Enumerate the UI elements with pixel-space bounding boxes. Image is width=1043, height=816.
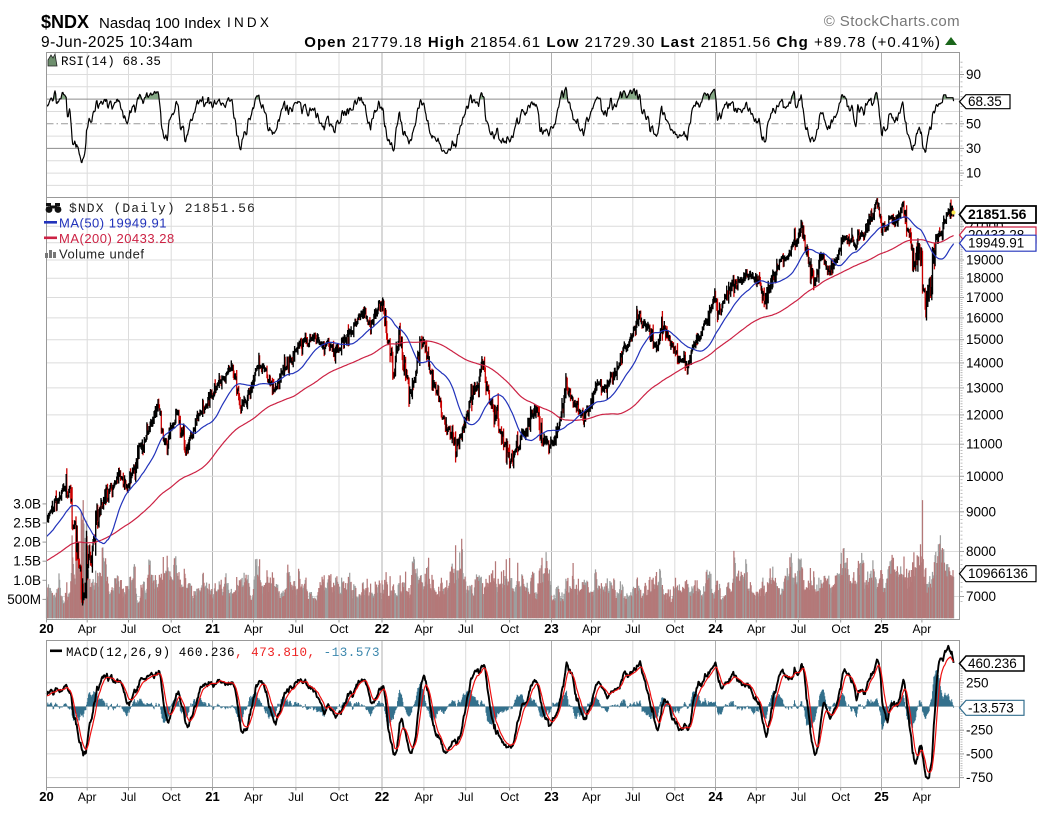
svg-text:Oct: Oct (665, 790, 684, 804)
svg-text:Oct: Oct (831, 790, 850, 804)
svg-text:17000: 17000 (966, 290, 1004, 305)
svg-text:Jul: Jul (625, 622, 640, 636)
svg-text:RSI(14) 68.35: RSI(14) 68.35 (61, 55, 161, 69)
svg-text:10966136: 10966136 (968, 566, 1028, 581)
svg-text:23: 23 (544, 621, 558, 636)
svg-text:24: 24 (708, 789, 723, 804)
svg-text:Jul: Jul (121, 790, 136, 804)
svg-text:10: 10 (966, 166, 981, 181)
svg-text:Jul: Jul (288, 790, 303, 804)
svg-text:Apr: Apr (415, 622, 434, 636)
svg-text:21851.56: 21851.56 (968, 206, 1027, 222)
svg-text:21: 21 (205, 789, 219, 804)
svg-text:$NDX (Daily) 21851.56: $NDX (Daily) 21851.56 (69, 201, 256, 216)
svg-text:Oct: Oct (330, 622, 349, 636)
svg-text:25: 25 (874, 789, 888, 804)
svg-text:50: 50 (966, 116, 981, 131)
svg-text:19949.91: 19949.91 (968, 236, 1024, 251)
svg-text:10000: 10000 (966, 469, 1004, 484)
svg-text:Apr: Apr (244, 790, 263, 804)
svg-text:2.5B: 2.5B (13, 516, 41, 531)
svg-text:Apr: Apr (913, 622, 932, 636)
svg-text:Apr: Apr (747, 622, 766, 636)
svg-text:21: 21 (205, 621, 219, 636)
svg-text:Oct: Oct (330, 790, 349, 804)
svg-text:13000: 13000 (966, 380, 1004, 395)
svg-text:8000: 8000 (966, 544, 996, 559)
svg-text:Apr: Apr (582, 790, 601, 804)
svg-text:-250: -250 (966, 723, 993, 738)
svg-text:Apr: Apr (78, 790, 97, 804)
svg-text:24: 24 (708, 621, 723, 636)
svg-text:12000: 12000 (966, 407, 1004, 422)
svg-text:Oct: Oct (162, 790, 181, 804)
svg-text:14000: 14000 (966, 355, 1004, 370)
svg-text:Oct: Oct (831, 622, 850, 636)
svg-text:25: 25 (874, 621, 888, 636)
svg-text:15000: 15000 (966, 332, 1004, 347)
svg-text:Jul: Jul (121, 622, 136, 636)
svg-text:-750: -750 (966, 770, 993, 785)
svg-text:Apr: Apr (78, 622, 97, 636)
svg-text:30: 30 (966, 141, 981, 156)
svg-text:18000: 18000 (966, 271, 1004, 286)
svg-text:© StockCharts.com: © StockCharts.com (824, 13, 960, 30)
svg-text:1.5B: 1.5B (13, 554, 41, 569)
svg-text:Jul: Jul (625, 790, 640, 804)
svg-text:500M: 500M (7, 592, 41, 607)
svg-text:7000: 7000 (966, 589, 996, 604)
svg-text:9000: 9000 (966, 504, 996, 519)
svg-text:250: 250 (966, 675, 989, 690)
svg-text:19000: 19000 (966, 253, 1004, 268)
svg-text:22: 22 (375, 621, 389, 636)
svg-text:Jul: Jul (458, 622, 473, 636)
svg-text:460.236: 460.236 (968, 656, 1017, 671)
svg-text:9-Jun-2025 10:34am: 9-Jun-2025 10:34am (41, 34, 193, 51)
svg-text:Jul: Jul (288, 622, 303, 636)
svg-text:-500: -500 (966, 746, 993, 761)
svg-text:Nasdaq 100 Index: Nasdaq 100 Index (99, 15, 221, 32)
svg-text:INDX: INDX (227, 15, 272, 30)
svg-text:Apr: Apr (244, 622, 263, 636)
svg-text:Open 21779.18 High 21854.61 Lo: Open 21779.18 High 21854.61 Low 21729.30… (304, 34, 941, 51)
svg-text:68.35: 68.35 (968, 94, 1002, 109)
svg-text:3.0B: 3.0B (13, 496, 41, 511)
svg-text:Jul: Jul (791, 622, 806, 636)
svg-text:MACD(12,26,9) 460.236, 473.810: MACD(12,26,9) 460.236, 473.810, -13.573 (66, 646, 380, 660)
svg-text:11000: 11000 (966, 437, 1003, 452)
svg-text:$NDX: $NDX (41, 12, 89, 32)
svg-text:MA(50) 19949.91: MA(50) 19949.91 (59, 216, 167, 231)
svg-text:MA(200) 20433.28: MA(200) 20433.28 (59, 231, 175, 246)
svg-text:20: 20 (39, 789, 53, 804)
svg-text:Apr: Apr (747, 790, 766, 804)
svg-text:23: 23 (544, 789, 558, 804)
svg-text:90: 90 (966, 67, 981, 82)
svg-text:Oct: Oct (162, 622, 181, 636)
svg-text:20: 20 (39, 621, 53, 636)
svg-text:22: 22 (375, 789, 389, 804)
svg-text:1.0B: 1.0B (13, 573, 41, 588)
svg-text:Oct: Oct (500, 790, 519, 804)
svg-text:-13.573: -13.573 (968, 700, 1014, 715)
svg-text:2.0B: 2.0B (13, 535, 41, 550)
svg-text:Apr: Apr (582, 622, 601, 636)
svg-text:Apr: Apr (913, 790, 932, 804)
svg-text:Volume undef: Volume undef (59, 247, 145, 262)
svg-text:Oct: Oct (500, 622, 519, 636)
svg-text:Apr: Apr (415, 790, 434, 804)
svg-text:Jul: Jul (791, 790, 806, 804)
svg-text:16000: 16000 (966, 310, 1004, 325)
svg-text:Jul: Jul (458, 790, 473, 804)
svg-text:Oct: Oct (665, 622, 684, 636)
